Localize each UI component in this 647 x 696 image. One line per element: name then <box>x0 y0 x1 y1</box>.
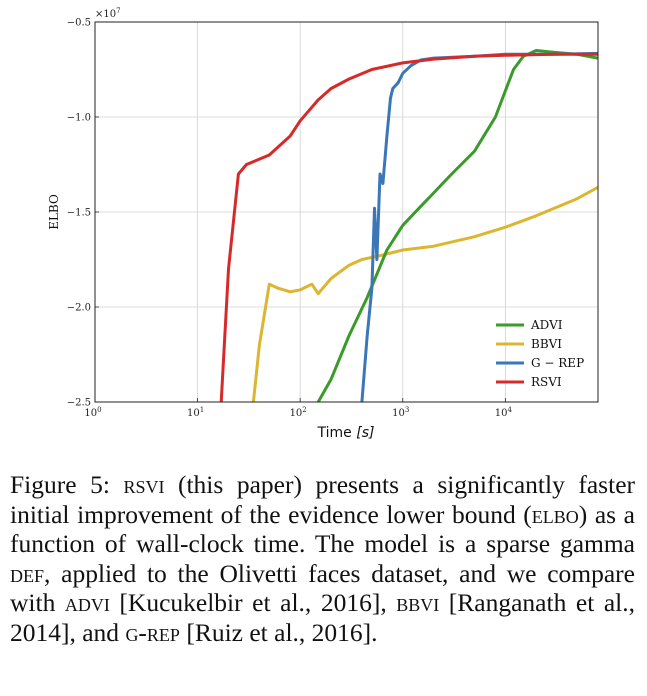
y-tick-label: −0.5 <box>67 18 91 29</box>
x-tick-label: 103 <box>392 406 409 419</box>
x-tick-label: 102 <box>290 406 307 419</box>
caption-def: def <box>10 558 45 588</box>
y-multiplier: ×107 <box>95 7 121 20</box>
legend-label: G − REP <box>531 356 584 370</box>
x-tick-label: 100 <box>84 406 101 419</box>
elbo-figure: −0.5 −1.0 −1.5 −2.0 −2.5 100 101 102 103 104 ×10… <box>47 7 599 441</box>
caption-bbvi: bbvi <box>396 588 440 617</box>
caption-text-6: [Ruiz et al., 2016]. <box>179 617 378 647</box>
legend-label: RSVI <box>531 375 562 389</box>
caption-label: Figure 5: <box>10 470 124 499</box>
x-axis-label: Time [s] <box>317 425 375 441</box>
y-tick-label: −2.0 <box>67 303 91 314</box>
caption-advi: advi <box>64 588 110 617</box>
caption-elbo: elbo <box>531 499 579 529</box>
legend: ADVI BBVI G − REP RSVI <box>496 318 584 389</box>
caption-grep: g-rep <box>125 617 180 647</box>
caption-text-2: ) as a function of wall-clock time. The … <box>10 499 635 559</box>
x-tick-label: 104 <box>495 406 513 419</box>
series-line-rsvi <box>219 52 598 402</box>
legend-label: BBVI <box>531 337 562 351</box>
legend-label: ADVI <box>530 318 563 332</box>
caption-text-1: (this paper) presents a significantly fa… <box>10 470 635 529</box>
series-line-advi <box>316 49 598 402</box>
y-axis-label: ELBO <box>47 194 61 230</box>
series-layer <box>219 49 598 402</box>
grid <box>95 22 598 402</box>
series-line-bbvi <box>251 185 598 402</box>
y-tick-label: −1.0 <box>67 113 91 124</box>
caption-text-3: , applied to the Olivetti faces dataset,… <box>10 558 635 618</box>
y-tick-labels: −0.5 −1.0 −1.5 −2.0 −2.5 <box>67 18 99 409</box>
y-tick-label: −1.5 <box>67 208 91 219</box>
y-tick-label: −2.5 <box>67 398 91 409</box>
caption-rsvi: rsvi <box>123 470 165 499</box>
caption-text-5: [Ranganath et al., 2014], and <box>10 588 635 647</box>
x-tick-labels: 100 101 102 103 104 <box>84 398 512 419</box>
series-line-grep <box>360 51 598 402</box>
x-tick-label: 101 <box>187 406 204 419</box>
caption-text-4: [Kucukelbir et al., 2016], <box>109 588 397 617</box>
figure-caption: Figure 5: rsvi (this paper) presents a s… <box>10 470 635 647</box>
